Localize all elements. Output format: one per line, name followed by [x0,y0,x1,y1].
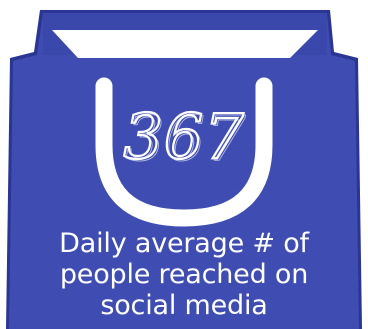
caption-line-1: Daily average # of [59,228,309,259]
reach-number: 367 [123,100,244,173]
caption-line-3: social media [100,290,268,321]
bag-handle [95,77,273,227]
reach-number-shadow: 367 [125,102,246,175]
bag-opening-ribbon [52,30,318,58]
caption-line-2: people reached on [59,259,309,290]
